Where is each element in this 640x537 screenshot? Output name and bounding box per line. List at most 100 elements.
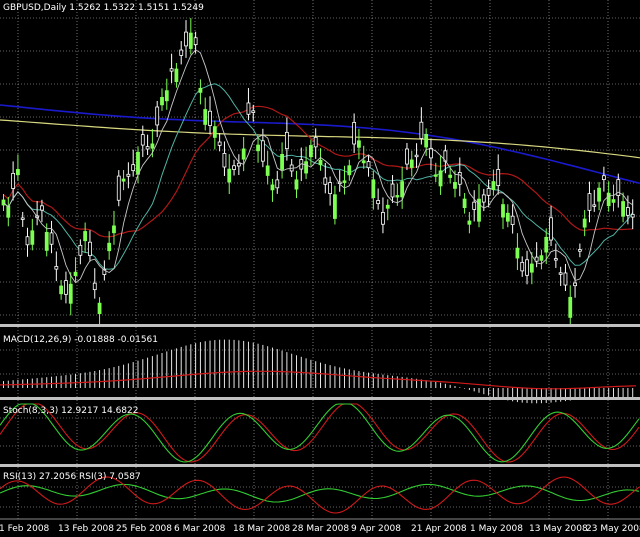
macd-window[interactable]: MACD(12,26,9) -0.01888 -0.01561 bbox=[0, 327, 640, 404]
candle-body bbox=[78, 244, 83, 256]
candle-body bbox=[342, 180, 347, 183]
candle-body bbox=[438, 170, 443, 187]
candle-body bbox=[496, 169, 501, 186]
candle-body bbox=[83, 231, 88, 242]
candle-body bbox=[515, 247, 520, 259]
date-label: 1 Feb 2008 bbox=[0, 524, 50, 534]
candle-body bbox=[534, 256, 539, 262]
candle-body bbox=[491, 181, 496, 191]
candle-body bbox=[25, 236, 30, 246]
candle-body bbox=[520, 261, 525, 272]
candle-body bbox=[462, 198, 467, 208]
date-label: 23 May 2008 bbox=[586, 524, 640, 534]
candle-body bbox=[164, 90, 169, 102]
candle-body bbox=[592, 204, 597, 207]
candle-body bbox=[563, 272, 568, 286]
pane-separator[interactable] bbox=[0, 464, 640, 467]
macd-histogram bbox=[3, 339, 634, 404]
ma-blue-line bbox=[0, 104, 640, 185]
candle-body bbox=[357, 140, 361, 148]
candle-body bbox=[376, 200, 381, 205]
candle-body bbox=[116, 175, 121, 201]
ma-white-line bbox=[3, 49, 633, 284]
candle-body bbox=[294, 179, 299, 190]
candle-body bbox=[582, 218, 587, 228]
candle-body bbox=[577, 249, 582, 252]
candle-body bbox=[64, 280, 68, 295]
rsi3-line bbox=[0, 476, 640, 514]
candle-body bbox=[30, 230, 35, 245]
candle-body bbox=[611, 199, 616, 203]
candle-body bbox=[405, 148, 409, 165]
candle-body bbox=[501, 204, 505, 218]
candle-body bbox=[347, 165, 352, 176]
candle-body bbox=[174, 68, 179, 83]
date-label: 21 Apr 2008 bbox=[411, 524, 467, 534]
date-label: 13 Feb 2008 bbox=[58, 524, 114, 534]
date-axis: 1 Feb 2008 13 Feb 2008 25 Feb 2008 6 Mar… bbox=[0, 518, 640, 534]
candle-body bbox=[304, 161, 308, 174]
candle-body bbox=[467, 220, 472, 225]
candle-body bbox=[539, 255, 544, 261]
candle-body bbox=[150, 143, 155, 149]
candle-body bbox=[544, 236, 549, 253]
candle-body bbox=[217, 141, 222, 146]
candle-body bbox=[553, 258, 558, 261]
pane-separator[interactable] bbox=[0, 397, 640, 400]
price-chart-window[interactable]: GBPUSD,Daily 1.5262 1.5322 1.5151 1.5249 bbox=[0, 0, 640, 327]
candle-body bbox=[112, 225, 116, 234]
date-label: 18 Mar 2008 bbox=[233, 524, 290, 534]
candle-body bbox=[573, 282, 577, 287]
pane-separator[interactable] bbox=[0, 324, 640, 327]
candle-body bbox=[606, 192, 611, 207]
date-label: 1 May 2008 bbox=[470, 524, 523, 534]
candle-body bbox=[529, 263, 534, 273]
candle-body bbox=[280, 153, 284, 170]
candle-body bbox=[601, 175, 606, 180]
candle-body bbox=[366, 161, 371, 169]
candle-body bbox=[193, 37, 198, 46]
candle-body bbox=[333, 194, 337, 219]
candle-body bbox=[107, 242, 112, 252]
rsi-window[interactable]: RSI(13) 27.2056 RSI(3) 7.0587 bbox=[0, 467, 640, 519]
candle-body bbox=[568, 296, 573, 318]
candle-body bbox=[505, 212, 510, 222]
candle-body bbox=[184, 31, 188, 47]
candle-body bbox=[328, 182, 333, 194]
candle-body bbox=[313, 136, 318, 148]
candle-body bbox=[587, 193, 592, 211]
candle-body bbox=[188, 32, 193, 49]
candle-body bbox=[198, 87, 203, 93]
ma-red-line bbox=[3, 105, 633, 238]
candle-body bbox=[256, 144, 260, 152]
candle-body bbox=[630, 213, 635, 218]
candle-body bbox=[179, 49, 184, 56]
candle-body bbox=[481, 194, 486, 203]
candle-body bbox=[457, 172, 462, 185]
ma-teal-line bbox=[3, 83, 634, 270]
ma-yellow-line bbox=[0, 119, 640, 159]
candle-body bbox=[232, 165, 236, 170]
price-header: GBPUSD,Daily 1.5262 1.5322 1.5151 1.5249 bbox=[3, 3, 204, 13]
candle-body bbox=[558, 272, 563, 275]
stoch-signal-line bbox=[0, 403, 640, 463]
date-label: 6 Mar 2008 bbox=[174, 524, 226, 534]
candle-body bbox=[371, 179, 376, 199]
candle-body bbox=[16, 169, 20, 176]
candle-body bbox=[472, 201, 477, 210]
candle-body bbox=[92, 282, 97, 291]
candle-body bbox=[140, 134, 145, 146]
candle-body bbox=[97, 302, 102, 315]
macd-header: MACD(12,26,9) -0.01888 -0.01561 bbox=[3, 335, 158, 345]
stoch-window[interactable]: Stoch(8,3,3) 12.9217 14.6822 bbox=[0, 400, 640, 464]
candle-body bbox=[616, 179, 621, 196]
candle-body bbox=[54, 266, 59, 270]
candle-body bbox=[390, 183, 395, 198]
price-grid bbox=[0, 0, 640, 324]
candle-body bbox=[486, 188, 491, 196]
candle-body bbox=[251, 110, 256, 113]
candle-body bbox=[227, 168, 232, 183]
candle-body bbox=[88, 241, 92, 257]
date-label: 25 Feb 2008 bbox=[116, 524, 172, 534]
candle-body bbox=[510, 215, 515, 225]
